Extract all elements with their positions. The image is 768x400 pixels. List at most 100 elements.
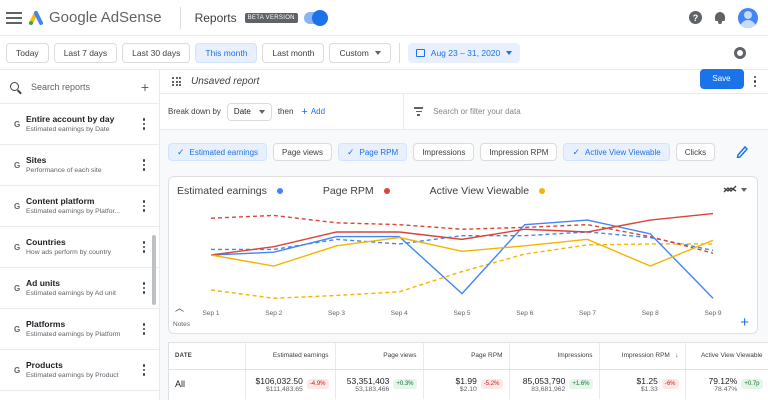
sidebar-scrollbar[interactable]: [152, 235, 156, 305]
adsense-logo[interactable]: Google AdSense: [28, 9, 162, 26]
google-g-icon: G: [14, 201, 21, 211]
google-g-icon: G: [14, 242, 21, 252]
search-icon: [10, 82, 19, 91]
cell-value: $1.25: [636, 375, 658, 386]
legend-label: Active View Viewable: [429, 185, 530, 197]
add-note-icon[interactable]: +: [740, 314, 749, 331]
breakdown-dimension-select[interactable]: Date: [226, 102, 272, 121]
add-dimension-button[interactable]: + Add: [301, 106, 325, 118]
row-label: All: [169, 369, 246, 399]
change-badge: +0.7p: [741, 379, 763, 390]
beta-toggle[interactable]: [303, 9, 328, 26]
table-cell: 85,053,790 83,681,962 +1.6%: [509, 369, 600, 399]
sidebar-item-text: Countries How ads perform by country: [26, 237, 143, 258]
notes-label[interactable]: Notes: [173, 321, 190, 328]
account-avatar[interactable]: [738, 7, 758, 28]
cell-value: $1.99: [455, 375, 477, 386]
item-more-options-icon[interactable]: [142, 364, 145, 376]
sidebar-report-item[interactable]: G Entire account by day Estimated earnings…: [0, 104, 159, 145]
google-g-icon: G: [14, 119, 21, 129]
settings-gear-icon[interactable]: [734, 46, 746, 59]
breakdown-dimension-value: Date: [233, 107, 251, 116]
column-header-label: Estimated earnings: [272, 352, 329, 360]
google-g-icon: G: [14, 365, 21, 375]
sidebar-item-title: Countries: [26, 236, 66, 247]
date-range-picker[interactable]: Aug 23 – 31, 2020: [407, 42, 521, 63]
metric-chip[interactable]: Clicks: [675, 143, 716, 161]
collapse-notes-chevron-up-icon[interactable]: ︿: [175, 303, 185, 313]
metric-chip[interactable]: ✓ Page RPM: [337, 143, 408, 161]
table-row[interactable]: All $106,032.50 $111,483.65 -4.9% 53,351,403…: [169, 369, 768, 399]
calendar-icon: [415, 48, 425, 57]
item-more-options-icon[interactable]: [142, 241, 145, 253]
metric-chip[interactable]: Page views: [273, 143, 332, 161]
metric-chip[interactable]: ✓ Estimated earnings: [168, 143, 268, 161]
line-chart: Sep 1 Sep 2 Sep 3 Sep 4 Sep 5 Sep 6 Sep 7 Sep 8…: [203, 212, 722, 317]
item-more-options-icon[interactable]: [142, 118, 145, 130]
edit-metrics-pencil-icon[interactable]: [736, 144, 748, 158]
preset-today[interactable]: Today: [6, 42, 49, 63]
item-more-options-icon[interactable]: [142, 323, 145, 335]
sidebar-report-item[interactable]: G Countries How ads perform by country: [0, 227, 159, 268]
legend-item: Active View Viewable: [429, 185, 546, 197]
date-range-bar: Today Last 7 days Last 30 days This mont…: [0, 36, 768, 70]
column-header[interactable]: Estimated earnings: [245, 343, 336, 370]
hamburger-menu-icon[interactable]: [6, 11, 22, 24]
column-header[interactable]: DATE: [169, 343, 246, 370]
sidebar-report-item[interactable]: G Platforms Estimated earnings by Platform: [0, 309, 159, 350]
sidebar-item-subtitle: Estimated earnings by Date: [26, 125, 110, 133]
cell-value: 85,053,790: [522, 375, 566, 386]
chevron-down-icon: [506, 50, 513, 55]
cell-compare-value: 53,183,466: [355, 385, 390, 393]
sidebar-item-title: Products: [26, 359, 63, 370]
sidebar-item-text: Ad units Estimated earnings by Ad unit: [26, 278, 143, 299]
legend-item: Estimated earnings: [177, 185, 283, 197]
item-more-options-icon[interactable]: [142, 200, 145, 212]
preset-last-7-days[interactable]: Last 7 days: [53, 42, 118, 63]
filter-input[interactable]: Search or filter your data: [403, 93, 768, 130]
item-more-options-icon[interactable]: [142, 282, 145, 294]
custom-range-dropdown[interactable]: Custom: [329, 42, 391, 63]
report-title[interactable]: Unsaved report: [191, 76, 260, 87]
cell-compare-value: $111,483.65: [266, 385, 303, 393]
help-icon[interactable]: ?: [689, 11, 702, 24]
sidebar-report-item[interactable]: G Content platform Estimated earnings by P…: [0, 186, 159, 227]
table-cell: 79.12% 78.47% +0.7p: [685, 369, 768, 399]
more-options-icon[interactable]: [753, 75, 756, 88]
sidebar-item-title: Platforms: [26, 318, 66, 329]
preset-last-month[interactable]: Last month: [262, 42, 325, 63]
column-header[interactable]: Page views: [335, 343, 424, 370]
change-badge: +1.6%: [569, 379, 593, 390]
preset-last-30-days[interactable]: Last 30 days: [122, 42, 191, 63]
sort-arrow-icon[interactable]: ↓: [675, 352, 679, 360]
search-input[interactable]: Search reports: [31, 81, 91, 92]
preset-this-month[interactable]: This month: [195, 42, 258, 63]
column-header[interactable]: Impressions: [509, 343, 600, 370]
add-report-icon[interactable]: +: [140, 78, 149, 95]
metric-chip[interactable]: Impressions: [413, 143, 475, 161]
cell-compare-value: $2.10: [459, 385, 477, 393]
sidebar-item-subtitle: How ads perform by country: [26, 248, 111, 256]
save-button[interactable]: Save: [699, 68, 744, 89]
notifications-icon[interactable]: [714, 11, 726, 24]
column-header[interactable]: Page RPM: [423, 343, 510, 370]
metric-chip[interactable]: Impression RPM: [480, 143, 558, 161]
chart-type-selector[interactable]: [723, 185, 747, 194]
filter-icon: [414, 107, 424, 116]
date-range-label: Aug 23 – 31, 2020: [430, 47, 501, 58]
column-header[interactable]: Active View Viewable: [685, 343, 768, 370]
sidebar-report-item[interactable]: G Products Estimated earnings by Product: [0, 350, 159, 391]
report-header: Unsaved report Save: [160, 68, 768, 94]
column-header[interactable]: Impression RPM ↓: [599, 343, 686, 370]
sidebar-item-subtitle: Estimated earnings by Ad unit: [26, 289, 116, 297]
metric-chip-label: Impressions: [422, 147, 466, 157]
table-cell: $1.99 $2.10 -5.2%: [423, 369, 510, 399]
item-more-options-icon[interactable]: [142, 159, 145, 171]
column-header-label: Impressions: [557, 352, 593, 360]
legend-dot: [383, 188, 390, 194]
sidebar-report-item[interactable]: G Sites Performance of each site: [0, 145, 159, 186]
apps-grid-icon[interactable]: [172, 77, 181, 86]
report-search[interactable]: Search reports +: [0, 70, 159, 104]
sidebar-report-item[interactable]: G Ad units Estimated earnings by Ad unit: [0, 268, 159, 309]
metric-chip[interactable]: ✓ Active View Viewable: [563, 143, 670, 161]
